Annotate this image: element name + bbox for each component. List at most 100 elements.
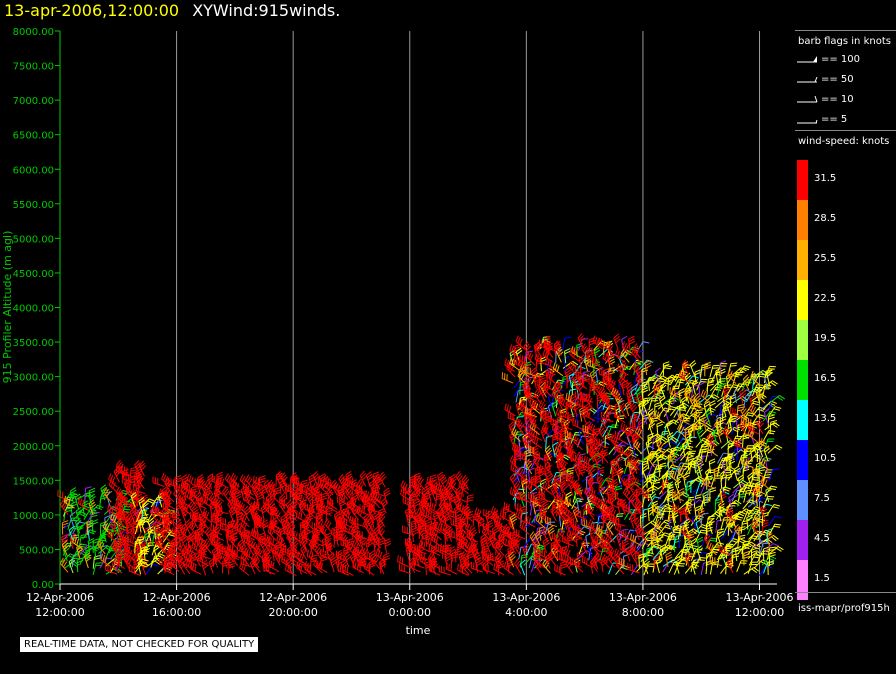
wind-barb: [136, 473, 145, 489]
wind-barb-flag: [97, 504, 104, 509]
wind-barb-shaft: [268, 565, 280, 573]
wind-barb-flag: [87, 538, 95, 542]
wind-barb-flag: [358, 504, 361, 511]
wind-barb-flag: [186, 482, 189, 490]
wind-barb-flag: [156, 520, 160, 527]
wind-barb-flag: [135, 468, 142, 473]
wind-barb-flag: [185, 542, 187, 550]
wind-barb-flag: [433, 504, 436, 511]
wind-barb-flag: [225, 529, 228, 536]
wind-barb-flag: [111, 560, 114, 568]
wind-barb-flag: [170, 557, 174, 564]
wind-barb-flag: [75, 495, 82, 501]
wind-barb-flag: [189, 544, 192, 552]
wind-barb-flag: [435, 536, 439, 544]
wind-barb-flag: [63, 561, 68, 568]
wind-barb-flag: [305, 532, 309, 539]
wind-barb-flag: [458, 529, 460, 537]
wind-barb-flag: [460, 493, 462, 500]
wind-barb-flag: [182, 538, 188, 544]
wind-barb-flag: [489, 530, 491, 537]
wind-barb-flag: [505, 503, 508, 510]
wind-barb-flag: [397, 555, 399, 562]
wind-barb-flag: [287, 484, 290, 491]
wind-barb-flag: [75, 517, 81, 523]
wind-barb: [113, 538, 124, 553]
wind-barb-flag: [164, 546, 169, 553]
wind-barb-flag: [131, 494, 138, 499]
wind-barb-flag: [372, 471, 380, 475]
wind-barb-flag: [108, 479, 113, 486]
wind-barb-flag: [107, 504, 110, 511]
wind-barb-flag: [76, 509, 83, 514]
wind-barb: [171, 527, 183, 541]
wind-barb-flag: [163, 563, 165, 570]
wind-barb-flag: [65, 510, 72, 513]
wind-barb-flag: [61, 539, 69, 543]
wind-barb-flag: [366, 491, 370, 498]
wind-barb-flag: [175, 526, 182, 531]
wind-barb-flag: [399, 556, 402, 563]
wind-barb-flag: [77, 545, 83, 551]
wind-barb-flag: [117, 461, 123, 468]
wind-barb-flag: [490, 506, 495, 513]
wind-barb-flag: [93, 511, 100, 514]
wind-barb-flag: [124, 508, 131, 511]
wind-barb-shaft: [446, 568, 458, 575]
wind-barb-shaft: [92, 556, 95, 569]
wind-barb-flag: [70, 489, 77, 494]
wind-barb-flag: [85, 486, 92, 489]
wind-barb: [186, 473, 197, 488]
wind-barb: [363, 513, 371, 530]
wind-barb-flag: [136, 484, 143, 490]
wind-barb-flag: [124, 554, 129, 562]
wind-barb: [343, 551, 352, 567]
wind-barb-flag: [103, 487, 108, 494]
wind-barb-flag: [346, 566, 349, 573]
title-datetime: 13-apr-2006,12:00:00: [4, 1, 180, 20]
wind-barb: [138, 497, 145, 513]
wind-barb-flag: [123, 543, 126, 551]
wind-barb-flag: [296, 561, 299, 569]
wind-barb-shaft: [439, 571, 451, 576]
wind-barb: [121, 465, 134, 478]
wind-barb-shaft: [59, 562, 69, 573]
wind-barb-flag: [187, 543, 190, 551]
wind-barb-flag: [104, 556, 108, 563]
wind-barb: [222, 486, 230, 502]
wind-barb-flag: [455, 547, 462, 551]
wind-barb-shaft: [108, 510, 112, 523]
wind-barb-flag: [90, 504, 96, 509]
wind-barb-flag: [495, 564, 498, 571]
wind-barb-flag: [63, 542, 69, 548]
wind-barb-flag: [280, 543, 282, 551]
wind-barb-flag: [154, 518, 159, 525]
wind-barb-flag: [162, 502, 165, 509]
wind-barb-flag: [126, 482, 130, 489]
wind-barb-flag: [184, 489, 188, 497]
wind-barb-flag: [451, 556, 459, 559]
wind-barb: [285, 563, 297, 577]
wind-barb: [145, 542, 155, 555]
wind-barb-flag: [111, 532, 115, 539]
wind-barb-flag: [85, 557, 92, 562]
wind-barb-flag: [188, 475, 192, 482]
wind-barb-shaft: [146, 521, 157, 530]
wind-barb-flag: [286, 526, 289, 533]
wind-barb-flag: [172, 550, 176, 558]
wind-barb-flag: [412, 531, 419, 536]
wind-barb-flag: [182, 558, 188, 565]
wind-barb-flag: [213, 475, 216, 483]
wind-barb-flag: [455, 491, 458, 498]
wind-barb-flag: [158, 538, 163, 545]
wind-barb-flag: [467, 553, 474, 557]
wind-barb-flag: [171, 559, 176, 566]
wind-barb-flag: [70, 487, 77, 492]
wind-barb-flag: [62, 522, 69, 526]
wind-barb-flag: [159, 516, 162, 523]
wind-barb-flag: [298, 562, 301, 570]
wind-barb: [150, 553, 166, 563]
wind-barb-flag: [216, 474, 224, 478]
wind-barb-flag: [153, 563, 160, 567]
wind-barb-flag: [118, 463, 124, 470]
